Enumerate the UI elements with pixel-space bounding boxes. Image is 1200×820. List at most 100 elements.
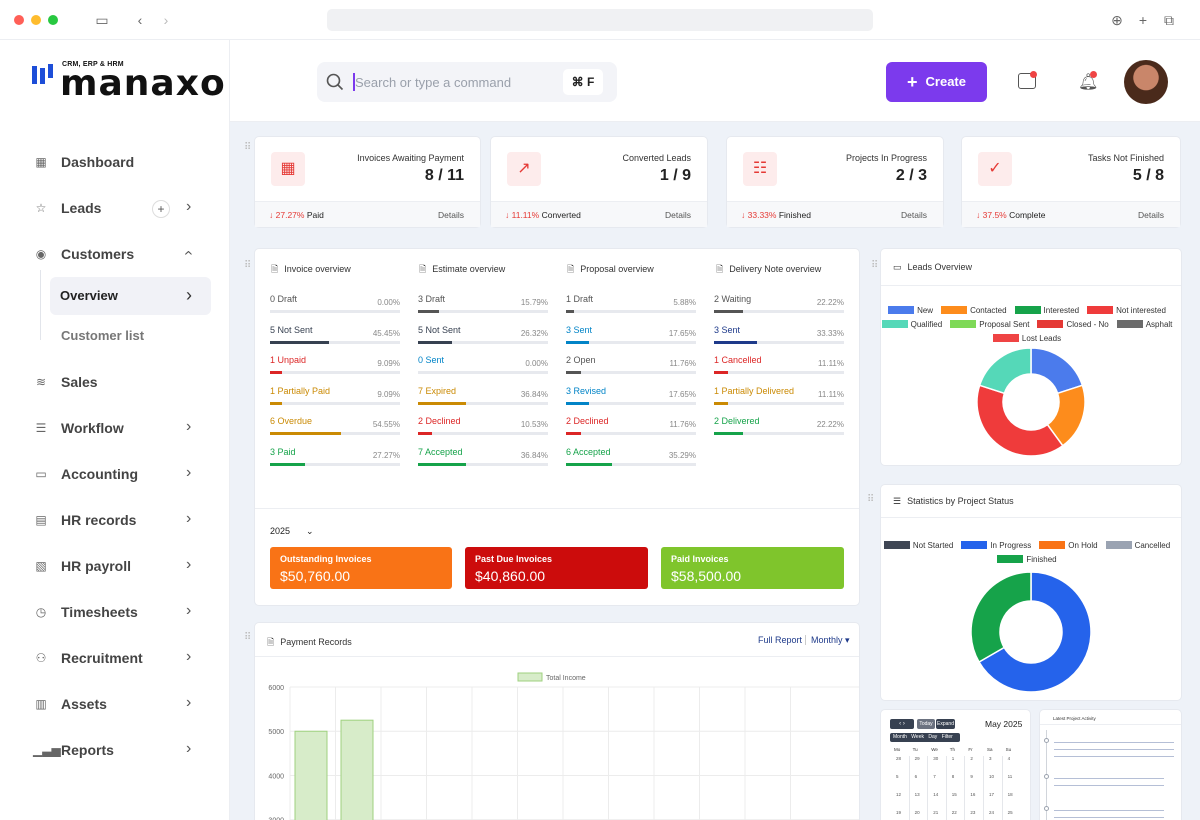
sidebar-item-recruitment[interactable]: ⚇ Recruitment › bbox=[0, 643, 230, 673]
calendar-day[interactable]: 16 bbox=[970, 792, 976, 797]
overview-row[interactable]: 1 Unpaid 9.09% bbox=[270, 355, 400, 379]
sidebar-item-assets[interactable]: ▥ Assets › bbox=[0, 689, 230, 719]
pie-slice[interactable] bbox=[978, 347, 1032, 395]
calendar-day[interactable]: 2 bbox=[970, 756, 973, 761]
calendar-view-tabs[interactable]: Month Week Day Filter By bbox=[890, 733, 960, 749]
details-link[interactable]: Details bbox=[665, 210, 691, 220]
overview-row[interactable]: 2 Delivered 22.22% bbox=[714, 416, 844, 440]
pie-slice[interactable] bbox=[970, 571, 1032, 664]
calendar-day[interactable]: 15 bbox=[951, 792, 957, 797]
calendar-day[interactable]: 4 bbox=[1007, 756, 1011, 761]
overview-row[interactable]: 3 Sent 17.65% bbox=[566, 325, 696, 349]
calendar-nav-buttons[interactable]: ‹ › bbox=[890, 719, 914, 729]
calendar-day[interactable]: 6 bbox=[914, 774, 918, 779]
overview-row[interactable]: 1 Partially Delivered 11.11% bbox=[714, 386, 844, 410]
avatar[interactable] bbox=[1124, 60, 1168, 104]
calendar-day[interactable]: 19 bbox=[896, 810, 902, 815]
new-tab-icon[interactable]: + bbox=[1138, 12, 1148, 28]
legend-item[interactable]: On Hold bbox=[1039, 541, 1098, 550]
view-filter[interactable]: Filter By bbox=[890, 734, 953, 749]
overview-row[interactable]: 5 Not Sent 26.32% bbox=[418, 325, 548, 349]
calendar-day[interactable]: 1 bbox=[951, 756, 955, 761]
messages-icon[interactable] bbox=[1018, 73, 1036, 89]
bar[interactable] bbox=[340, 719, 374, 820]
download-icon[interactable]: ⊕ bbox=[1111, 12, 1123, 28]
drag-handle-icon[interactable]: ⠿ bbox=[867, 494, 875, 505]
close-dot[interactable] bbox=[14, 15, 24, 25]
legend-item[interactable]: Finished bbox=[997, 555, 1057, 564]
overview-row[interactable]: 0 Draft 0.00% bbox=[270, 294, 400, 318]
overview-row[interactable]: 3 Sent 33.33% bbox=[714, 325, 844, 349]
calendar-day[interactable]: 14 bbox=[933, 792, 939, 797]
calendar-day[interactable]: 17 bbox=[989, 792, 995, 797]
overview-row[interactable]: 2 Waiting 22.22% bbox=[714, 294, 844, 318]
sidebar-item-accounting[interactable]: ▭ Accounting › bbox=[0, 459, 230, 489]
calendar-day[interactable]: 8 bbox=[951, 774, 955, 779]
calendar-day[interactable]: 24 bbox=[989, 810, 995, 815]
legend-item[interactable]: Cancelled bbox=[1105, 541, 1170, 550]
calendar-day[interactable]: 9 bbox=[970, 774, 973, 779]
overview-row[interactable]: 7 Accepted 36.84% bbox=[418, 447, 548, 471]
sidebar-item-leads[interactable]: ☆ Leads + › bbox=[0, 193, 230, 223]
calendar-day[interactable]: 28 bbox=[896, 756, 902, 761]
overview-row[interactable]: 6 Accepted 35.29% bbox=[566, 447, 696, 471]
legend-item[interactable]: Proposal Sent bbox=[950, 320, 1029, 329]
overview-row[interactable]: 2 Open 11.76% bbox=[566, 355, 696, 379]
legend-item[interactable]: Not Started bbox=[883, 541, 953, 550]
calendar-day[interactable]: 5 bbox=[896, 774, 899, 779]
pie-slice[interactable] bbox=[976, 384, 1064, 457]
legend-item[interactable]: Qualified bbox=[881, 320, 942, 329]
legend-item[interactable]: Asphalt bbox=[1116, 320, 1172, 329]
overview-row[interactable]: 1 Draft 5.88% bbox=[566, 294, 696, 318]
overview-row[interactable]: 5 Not Sent 45.45% bbox=[270, 325, 400, 349]
overview-row[interactable]: 0 Sent 0.00% bbox=[418, 355, 548, 379]
calendar-day[interactable]: 12 bbox=[896, 792, 902, 797]
period-select[interactable]: Monthly ▾ bbox=[811, 635, 850, 646]
overview-row[interactable]: 1 Cancelled 11.11% bbox=[714, 355, 844, 379]
pie-slice[interactable] bbox=[978, 571, 1092, 693]
tabs-icon[interactable]: ⧉ bbox=[1164, 12, 1174, 28]
search-box[interactable]: Search or type a command ⌘ F bbox=[317, 62, 617, 102]
full-report-link[interactable]: Full Report bbox=[758, 635, 803, 645]
details-link[interactable]: Details bbox=[901, 210, 927, 220]
calendar-day[interactable]: 23 bbox=[970, 810, 976, 815]
details-link[interactable]: Details bbox=[438, 210, 464, 220]
minimize-dot[interactable] bbox=[31, 15, 41, 25]
bell-icon[interactable]: 🔔︎ bbox=[1078, 74, 1099, 91]
drag-handle-icon[interactable]: ⠿ bbox=[244, 142, 252, 153]
legend-item[interactable]: In Progress bbox=[961, 541, 1031, 550]
calendar-day[interactable]: 10 bbox=[989, 774, 995, 779]
sidebar-item-hr-records[interactable]: ▤ HR records › bbox=[0, 505, 230, 535]
expand-button[interactable]: Expand bbox=[936, 719, 955, 729]
calendar-day[interactable]: 3 bbox=[989, 756, 992, 761]
calendar-day[interactable]: 13 bbox=[914, 792, 920, 797]
calendar-day[interactable]: 21 bbox=[933, 810, 939, 815]
calendar-day[interactable]: 25 bbox=[1007, 810, 1013, 815]
details-link[interactable]: Details bbox=[1138, 210, 1164, 220]
past-due-invoices-card[interactable]: Past Due Invoices $40,860.00 bbox=[465, 547, 648, 589]
add-lead-button[interactable]: + bbox=[152, 200, 170, 218]
overview-row[interactable]: 1 Partially Paid 9.09% bbox=[270, 386, 400, 410]
sidebar-item-customer-list[interactable]: Customer list bbox=[61, 328, 145, 343]
sidebar-item-timesheets[interactable]: ◷ Timesheets › bbox=[0, 597, 230, 627]
calendar-day[interactable]: 30 bbox=[933, 756, 939, 761]
sidebar-item-workflow[interactable]: ☰ Workflow › bbox=[0, 413, 230, 443]
back-icon[interactable]: ‹ bbox=[137, 12, 143, 28]
maximize-dot[interactable] bbox=[48, 15, 58, 25]
create-button[interactable]: + Create bbox=[886, 62, 987, 102]
forward-icon[interactable]: › bbox=[163, 12, 169, 28]
overview-row[interactable]: 2 Declined 10.53% bbox=[418, 416, 548, 440]
legend-item[interactable]: Interested bbox=[1014, 306, 1079, 315]
sidebar-item-hr-payroll[interactable]: ▧ HR payroll › bbox=[0, 551, 230, 581]
sidebar-toggle-icon[interactable]: ▭ bbox=[95, 12, 109, 28]
calendar-day[interactable]: 11 bbox=[1007, 774, 1013, 779]
legend-item[interactable]: Not interested bbox=[1087, 306, 1166, 315]
overview-row[interactable]: 2 Declined 11.76% bbox=[566, 416, 696, 440]
today-button[interactable]: Today bbox=[917, 719, 935, 729]
overview-row[interactable]: 3 Draft 15.79% bbox=[418, 294, 548, 318]
calendar-day[interactable]: 7 bbox=[933, 774, 936, 779]
overview-row[interactable]: 3 Revised 17.65% bbox=[566, 386, 696, 410]
drag-handle-icon[interactable]: ⠿ bbox=[871, 260, 879, 271]
view-day[interactable]: Day bbox=[928, 734, 938, 740]
outstanding-invoices-card[interactable]: Outstanding Invoices $50,760.00 bbox=[270, 547, 452, 589]
